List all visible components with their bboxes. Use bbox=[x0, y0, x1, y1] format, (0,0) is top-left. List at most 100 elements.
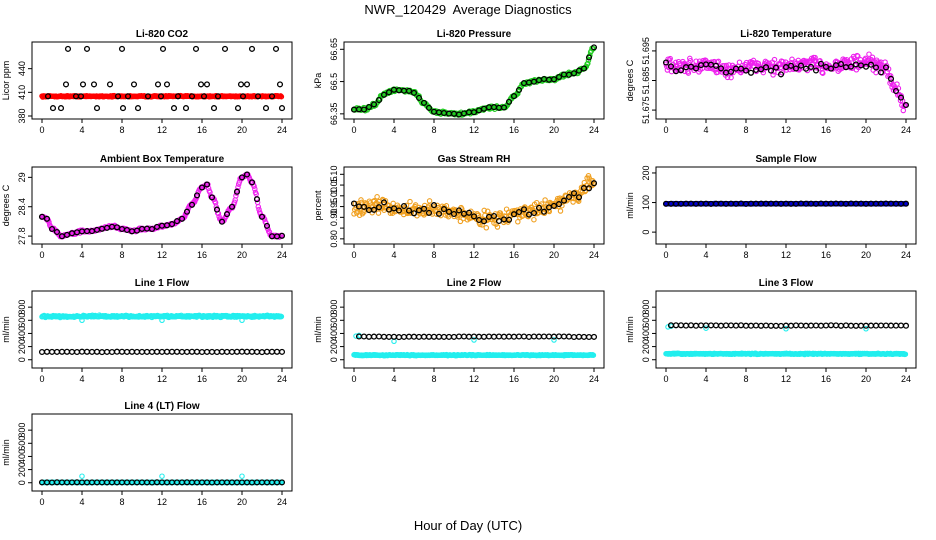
data-point bbox=[278, 105, 286, 112]
data-point bbox=[243, 348, 251, 355]
x-tick-label: 20 bbox=[861, 374, 871, 384]
x-tick-label: 0 bbox=[39, 125, 44, 135]
data-point bbox=[550, 76, 558, 83]
data-point bbox=[210, 105, 218, 112]
data-point bbox=[143, 348, 151, 355]
x-tick-label: 24 bbox=[589, 374, 599, 384]
data-point bbox=[182, 105, 190, 112]
data-point bbox=[728, 74, 734, 81]
x-tick-label: 8 bbox=[743, 250, 748, 260]
x-tick-label: 12 bbox=[469, 125, 479, 135]
data-point bbox=[133, 348, 141, 355]
data-point bbox=[580, 65, 588, 72]
data-point bbox=[510, 211, 518, 218]
data-point bbox=[130, 81, 138, 88]
chart-title: Sample Flow bbox=[755, 154, 816, 165]
data-point bbox=[38, 348, 46, 356]
x-tick-label: 12 bbox=[469, 374, 479, 384]
x-tick-label: 8 bbox=[119, 497, 124, 507]
data-point bbox=[228, 348, 236, 355]
x-tick-label: 16 bbox=[821, 250, 831, 260]
data-point bbox=[742, 67, 750, 74]
data-point bbox=[520, 206, 528, 213]
data-point bbox=[252, 186, 258, 192]
data-point bbox=[420, 333, 428, 340]
x-tick-label: 12 bbox=[469, 250, 479, 260]
y-tick-label: 51.695 bbox=[641, 37, 651, 65]
data-point bbox=[887, 322, 895, 329]
data-point bbox=[703, 325, 709, 331]
data-point bbox=[783, 326, 789, 332]
x-tick-label: 4 bbox=[79, 250, 84, 260]
y-tick-label: 66.65 bbox=[329, 38, 339, 61]
data-point bbox=[460, 333, 468, 340]
data-point bbox=[500, 333, 508, 340]
data-point bbox=[867, 322, 875, 329]
data-point bbox=[555, 201, 563, 208]
data-point bbox=[415, 333, 423, 340]
data-point bbox=[667, 55, 673, 62]
data-point bbox=[807, 322, 815, 329]
data-point bbox=[203, 81, 211, 88]
data-point bbox=[692, 65, 700, 72]
y-tick-label: 0.80 bbox=[329, 230, 339, 248]
data-point bbox=[390, 333, 398, 340]
data-point bbox=[505, 333, 513, 340]
x-tick-label: 4 bbox=[703, 374, 708, 384]
data-point bbox=[380, 333, 388, 340]
plot-frame bbox=[343, 41, 605, 120]
data-point bbox=[819, 69, 825, 76]
data-point bbox=[48, 225, 56, 233]
data-point bbox=[425, 333, 433, 340]
data-point bbox=[390, 205, 398, 212]
data-point bbox=[88, 348, 96, 355]
data-point bbox=[712, 62, 720, 69]
data-point bbox=[365, 103, 373, 111]
y-tick-label: 66.35 bbox=[329, 103, 339, 126]
series-black bbox=[662, 200, 910, 207]
data-point bbox=[382, 198, 389, 204]
data-point bbox=[797, 322, 805, 329]
data-point bbox=[545, 333, 553, 340]
chart-title: Li-820 Temperature bbox=[740, 29, 832, 40]
data-point bbox=[200, 93, 208, 100]
x-tick-label: 24 bbox=[901, 250, 911, 260]
data-point bbox=[692, 322, 700, 329]
data-point bbox=[877, 322, 885, 329]
data-point bbox=[470, 213, 478, 220]
y-tick-label: 440 bbox=[17, 61, 27, 76]
data-point bbox=[682, 322, 690, 329]
chart-title: Gas Stream RH bbox=[438, 154, 511, 165]
series-black bbox=[350, 180, 598, 225]
data-point bbox=[375, 97, 383, 104]
data-point bbox=[777, 322, 785, 329]
y-tick-label: 1.00 bbox=[329, 187, 339, 205]
x-tick-label: 0 bbox=[663, 374, 668, 384]
data-point bbox=[565, 193, 573, 201]
data-point bbox=[273, 348, 281, 355]
data-point bbox=[887, 75, 895, 82]
data-point bbox=[535, 204, 543, 211]
data-point bbox=[218, 348, 226, 355]
data-point bbox=[515, 208, 523, 216]
data-point bbox=[471, 337, 477, 343]
data-point bbox=[495, 217, 503, 225]
x-tick-label: 16 bbox=[197, 250, 207, 260]
data-point bbox=[183, 208, 191, 215]
data-point bbox=[203, 348, 211, 355]
data-point bbox=[276, 81, 284, 88]
y-tick-label: 410 bbox=[17, 85, 27, 100]
data-point bbox=[665, 324, 671, 330]
data-point bbox=[687, 57, 694, 64]
data-point bbox=[268, 348, 276, 355]
data-point bbox=[445, 333, 453, 340]
x-tick-label: 8 bbox=[431, 125, 436, 135]
data-layer bbox=[350, 173, 598, 231]
series-cyan bbox=[39, 312, 285, 324]
data-point bbox=[213, 348, 221, 356]
data-point bbox=[515, 333, 523, 340]
data-point bbox=[83, 348, 91, 355]
data-point bbox=[812, 322, 820, 329]
data-point bbox=[178, 215, 186, 222]
data-point bbox=[852, 322, 860, 329]
